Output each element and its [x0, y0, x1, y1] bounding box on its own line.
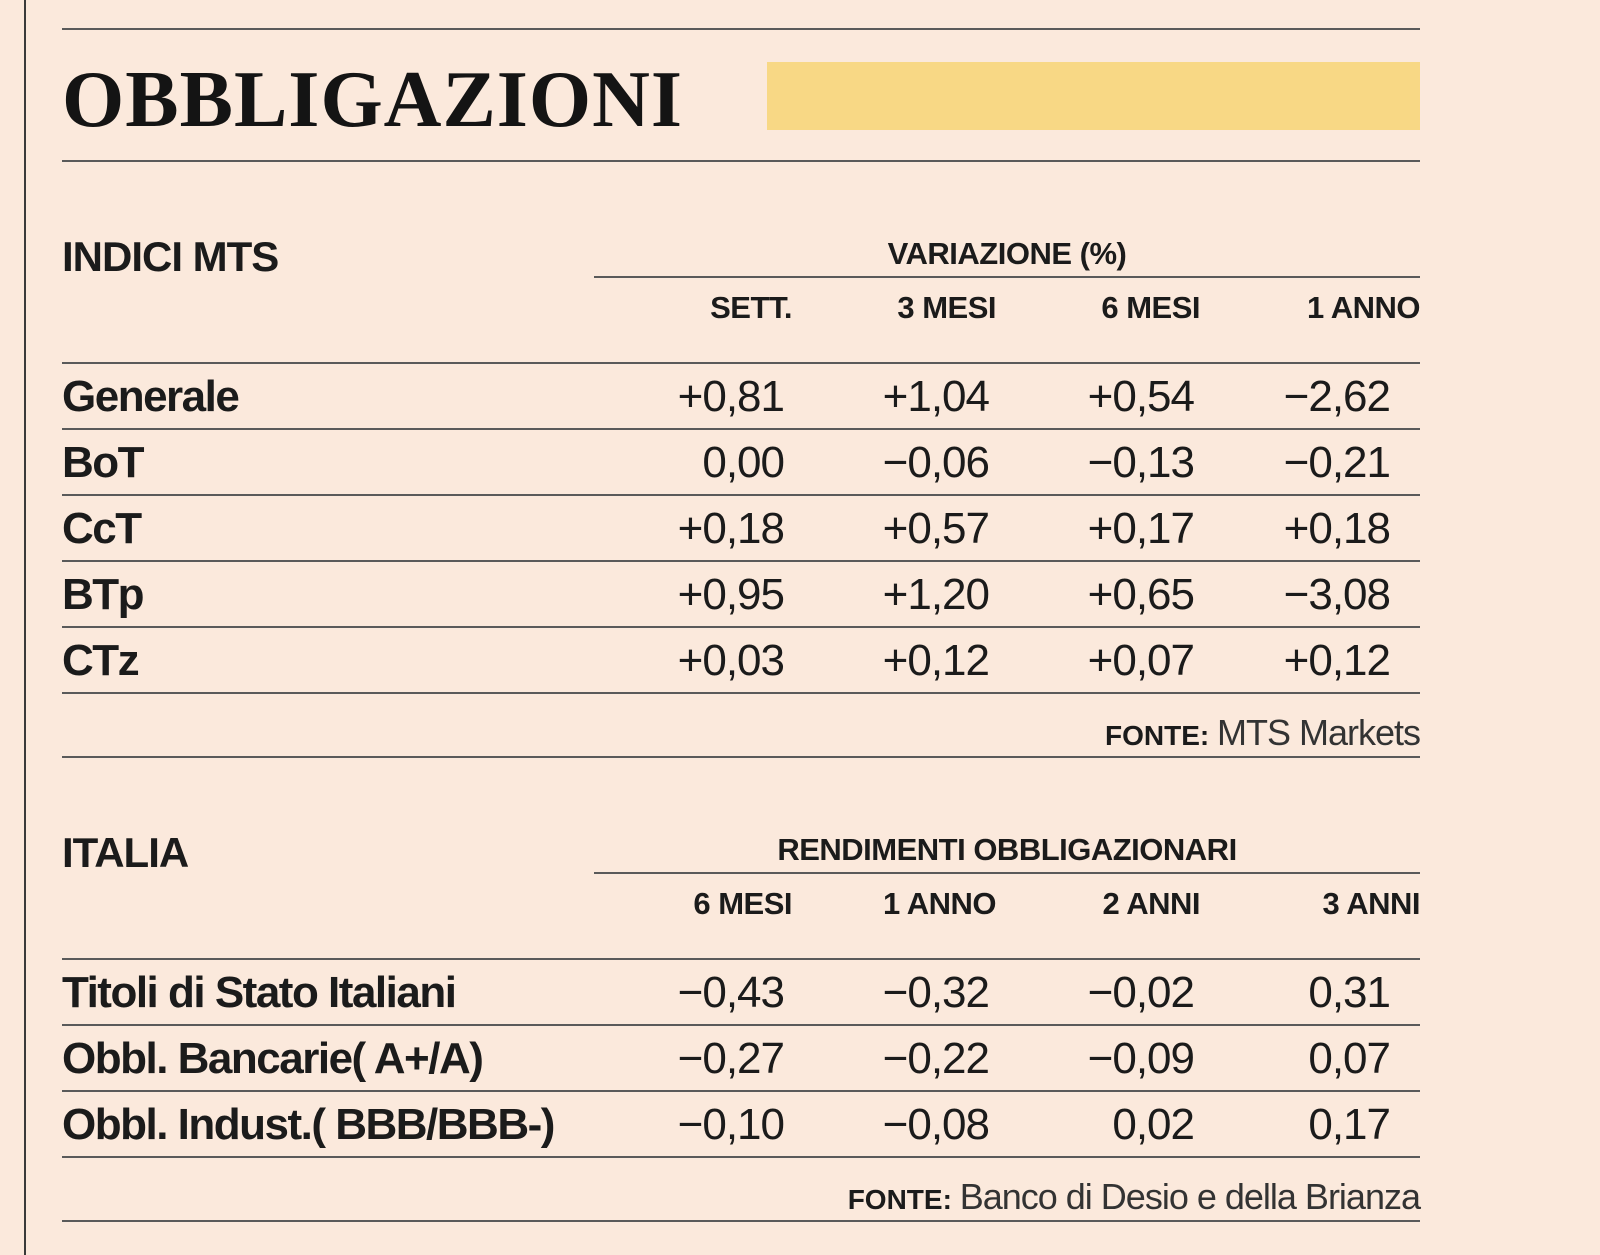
column-headers: SETT. 3 MESI 6 MESI 1 ANNO	[62, 288, 1420, 338]
table-cell: −3,08	[1283, 570, 1391, 619]
panel-title: OBBLIGAZIONI	[62, 56, 684, 144]
table-cell: +0,18	[1283, 504, 1391, 553]
table-cell: +0,57	[882, 504, 990, 553]
section-end-rule	[62, 1220, 1420, 1222]
column-header: 6 MESI	[1101, 290, 1200, 325]
column-header: 3 ANNI	[1322, 886, 1421, 921]
table-row: CcT +0,18 +0,57 +0,17 +0,18	[62, 494, 1420, 560]
section-head: ITALIA RENDIMENTI OBBLIGAZIONARI 6 MESI …	[62, 758, 1421, 958]
table-cell: +0,18	[677, 504, 785, 553]
row-label: CTz	[62, 636, 140, 685]
section-head: INDICI MTS VARIAZIONE (%) SETT. 3 MESI 6…	[62, 162, 1421, 362]
group-header: RENDIMENTI OBBLIGAZIONARI	[777, 832, 1237, 867]
section-end-rule	[62, 756, 1420, 758]
table-cell: −0,08	[882, 1100, 990, 1149]
section-indici-mts: INDICI MTS VARIAZIONE (%) SETT. 3 MESI 6…	[62, 162, 1421, 758]
table-cell: 0,31	[1308, 968, 1391, 1017]
table-cell: −0,21	[1283, 438, 1391, 487]
table-cell: −0,10	[677, 1100, 785, 1149]
source-label: FONTE:	[1104, 720, 1217, 751]
table-cell: −0,22	[882, 1034, 990, 1083]
source-line: FONTE: MTS Markets	[62, 692, 1421, 756]
table-cell: −0,02	[1087, 968, 1195, 1017]
table-cell: −0,13	[1087, 438, 1195, 487]
bond-panel: OBBLIGAZIONI INDICI MTS VARIAZIONE (%) S…	[62, 28, 1421, 1222]
table-cell: +0,12	[882, 636, 990, 685]
table-cell: −0,27	[677, 1034, 785, 1083]
table-cell: −2,62	[1283, 372, 1391, 421]
table-cell: +0,03	[677, 636, 785, 685]
table-row: Obbl. Bancarie( A+/A) −0,27 −0,22 −0,09 …	[62, 1024, 1420, 1090]
table-row: Generale +0,81 +1,04 +0,54 −2,62	[62, 362, 1420, 428]
row-label: Titoli di Stato Italiani	[62, 968, 457, 1017]
table-cell: 0,17	[1308, 1100, 1391, 1149]
table-cell: +0,17	[1087, 504, 1195, 553]
table-cell: +0,07	[1087, 636, 1195, 685]
column-header: 6 MESI	[693, 886, 792, 921]
table-cell: +0,81	[677, 372, 785, 421]
row-label: Obbl. Bancarie( A+/A)	[62, 1034, 484, 1083]
header-rule	[62, 160, 1420, 162]
column-headers: 6 MESI 1 ANNO 2 ANNI 3 ANNI	[62, 884, 1420, 934]
table-cell: 0,07	[1308, 1034, 1391, 1083]
table-cell: +1,20	[882, 570, 990, 619]
table-row: BTp +0,95 +1,20 +0,65 −3,08	[62, 560, 1420, 626]
column-header: SETT.	[710, 290, 792, 325]
table-cell: +0,65	[1087, 570, 1195, 619]
row-label: CcT	[62, 504, 142, 553]
table-cell: −0,32	[882, 968, 990, 1017]
group-header-rule	[594, 872, 1420, 874]
table-row: CTz +0,03 +0,12 +0,07 +0,12	[62, 626, 1420, 692]
group-header-rule	[594, 276, 1420, 278]
top-rule	[62, 28, 1420, 30]
table-cell: +0,95	[677, 570, 785, 619]
table-row: Obbl. Indust.( BBB/BBB-) −0,10 −0,08 0,0…	[62, 1090, 1420, 1156]
source-line: FONTE: Banco di Desio e della Brianza	[62, 1156, 1421, 1220]
source-text: Banco di Desio e della Brianza	[959, 1176, 1421, 1217]
table-cell: −0,06	[882, 438, 990, 487]
table-cell: −0,43	[677, 968, 785, 1017]
column-header: 1 ANNO	[883, 886, 996, 921]
source-label: FONTE:	[847, 1184, 960, 1215]
left-margin-rule	[24, 0, 26, 1255]
column-header: 3 MESI	[897, 290, 996, 325]
table-row: Titoli di Stato Italiani −0,43 −0,32 −0,…	[62, 958, 1420, 1024]
section-italia: ITALIA RENDIMENTI OBBLIGAZIONARI 6 MESI …	[62, 758, 1421, 1222]
table-row: BoT 0,00 −0,06 −0,13 −0,21	[62, 428, 1420, 494]
section-title: INDICI MTS	[62, 233, 279, 280]
column-header: 2 ANNI	[1102, 886, 1201, 921]
table-cell: +0,54	[1087, 372, 1195, 421]
source-text: MTS Markets	[1216, 712, 1421, 753]
table-cell: +1,04	[882, 372, 990, 421]
row-label: Generale	[62, 372, 240, 421]
table-cell: −0,09	[1087, 1034, 1195, 1083]
section-title: ITALIA	[62, 829, 189, 876]
row-label: BTp	[62, 570, 145, 619]
row-label: BoT	[62, 438, 145, 487]
group-header: VARIAZIONE (%)	[887, 236, 1127, 271]
table-cell: 0,02	[1112, 1100, 1195, 1149]
table-cell: 0,00	[702, 438, 785, 487]
panel-header: OBBLIGAZIONI	[62, 30, 1420, 160]
title-accent-bar	[767, 62, 1420, 130]
table-cell: +0,12	[1283, 636, 1391, 685]
row-label: Obbl. Indust.( BBB/BBB-)	[62, 1100, 555, 1149]
column-header: 1 ANNO	[1307, 290, 1420, 325]
